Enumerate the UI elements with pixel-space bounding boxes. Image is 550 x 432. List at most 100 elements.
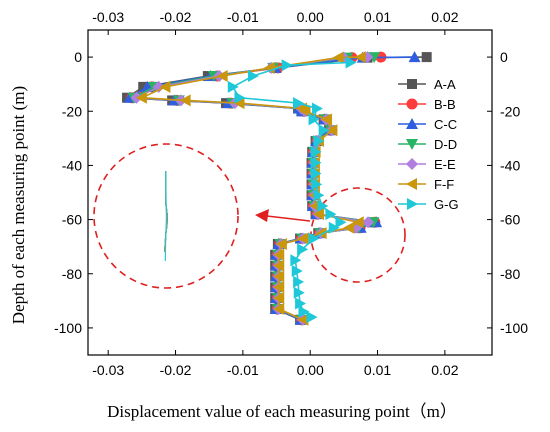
y-tick-label-left: -100 [54,320,82,336]
legend-label: E-E [434,157,456,172]
zoom-series-group [164,170,169,262]
zoom-circle-large [93,143,239,289]
data-point [281,59,293,72]
y-tick-label-right: -100 [500,320,528,336]
data-point [310,156,322,169]
y-tick-label-left: 0 [74,49,82,65]
x-tick-label-top: -0.02 [160,9,192,25]
x-tick-label-top: 0.01 [364,9,391,25]
zoom-annotation [93,143,406,289]
legend-marker [406,98,418,110]
data-point [332,51,344,64]
y-tick-label-left: -20 [62,103,82,119]
series-layer [122,51,432,326]
data-point [159,80,171,93]
x-tick-label-bottom: 0.00 [297,362,324,378]
legend-item-a-a: A-A [398,77,456,92]
y-tick-label-right: 0 [500,49,508,65]
axis-ticks: -0.03 -0.03 -0.02 -0.02 -0.01 -0.01 0.00 0.00 0.… [54,9,528,378]
x-tick-label-bottom: -0.01 [227,362,259,378]
data-point [138,81,149,92]
data-point [315,227,327,240]
x-tick-label-top: 0.00 [297,9,324,25]
x-tick-label-bottom: 0.02 [431,362,458,378]
data-point [352,216,364,229]
legend-label: C-C [434,117,457,132]
zoom-series-line [164,170,168,262]
data-point [312,208,324,221]
series-e-e [130,51,375,326]
data-point [308,113,320,126]
plot-border [87,29,493,356]
legend-marker [406,178,417,190]
series-line [231,61,351,318]
data-point [311,102,323,115]
data-point [135,91,147,104]
data-point [227,80,239,93]
data-point [273,270,285,283]
x-tick-label-top: 0.02 [431,9,458,25]
data-point [311,178,323,191]
legend-label: F-F [434,177,454,192]
data-point [345,56,357,69]
x-tick-label-bottom: -0.03 [92,362,124,378]
data-point [216,70,228,83]
legend-marker [406,139,418,150]
data-point [299,105,311,118]
data-point [306,311,318,324]
data-point [298,305,310,318]
data-point [362,216,375,229]
y-tick-label-right: -20 [500,103,520,119]
data-point [421,52,432,63]
data-point [290,254,302,267]
y-tick-label-right: -40 [500,157,520,173]
legend-marker [406,158,418,170]
data-point [297,232,309,245]
data-point [273,248,285,261]
data-point [293,275,305,288]
x-tick-label-top: -0.03 [92,9,124,25]
data-point [247,70,259,83]
data-point [326,124,338,137]
y-tick-label-right: -60 [500,212,520,228]
data-point [152,80,165,93]
legend-marker [406,118,418,129]
data-point [291,265,303,278]
data-point [310,167,322,180]
data-point [321,113,333,126]
data-point [179,94,191,107]
legend-label: B-B [434,97,456,112]
x-tick-label-bottom: -0.02 [160,362,192,378]
data-point [263,61,275,74]
data-point [328,221,340,234]
data-point [310,145,322,158]
y-tick-label-left: -60 [62,212,82,228]
data-point [295,297,307,310]
legend-label: A-A [434,77,456,92]
data-point [293,97,305,110]
data-point [408,51,421,63]
data-point [293,286,305,299]
y-axis-title: Depth of each measuring point (m) [9,86,28,324]
plot-frame [87,29,493,356]
zoom-arrow-shaft [266,215,311,222]
legend-item-e-e: E-E [398,157,456,172]
data-point [325,208,337,221]
legend-item-g-g: G-G [398,197,459,212]
series-f-f [135,51,366,326]
x-tick-label-bottom: 0.01 [364,362,391,378]
y-tick-label-right: -80 [500,266,520,282]
y-tick-label-left: -40 [62,157,82,173]
data-point [273,302,285,315]
data-point [275,237,287,250]
legend-label: D-D [434,137,457,152]
legend: A-A B-B C-C D-D E-E F-F G-G [398,77,459,212]
data-point [317,200,329,213]
data-point [234,91,246,104]
data-point [308,232,320,245]
data-point [354,51,366,64]
data-point [335,216,347,229]
legend-item-f-f: F-F [398,177,454,192]
